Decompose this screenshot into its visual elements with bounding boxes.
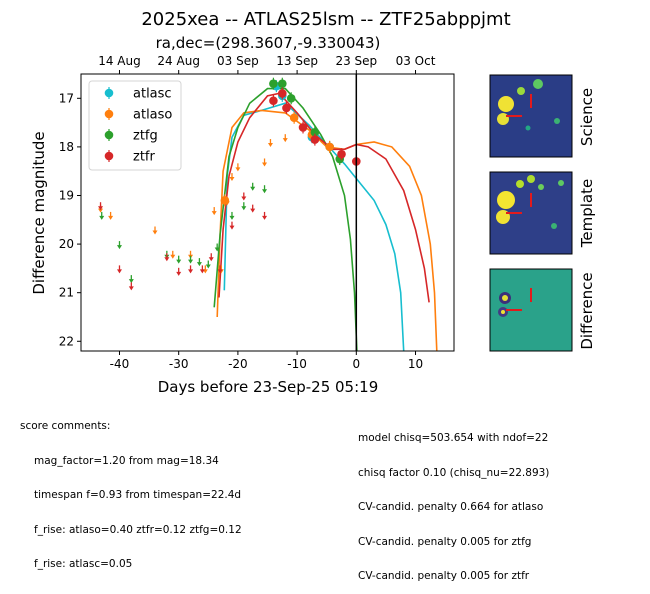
upper-limit-ztfr bbox=[188, 265, 193, 273]
upper-limit-atlaso bbox=[283, 134, 288, 142]
stamp-label-difference: Difference bbox=[578, 272, 596, 349]
upper-limit-ztfg bbox=[229, 212, 234, 220]
legend-marker-atlaso bbox=[105, 110, 114, 119]
legend-label-ztfg: ztfg bbox=[133, 129, 158, 144]
data-point-atlaso bbox=[325, 143, 334, 152]
data-point-ztfg bbox=[278, 79, 287, 88]
upper-limit-ztfr bbox=[117, 265, 122, 273]
top-tick-label: 23 Sep bbox=[335, 54, 377, 68]
upper-limit-ztfg bbox=[241, 202, 246, 210]
upper-limit-ztfr bbox=[164, 253, 169, 261]
legend: atlasc atlaso ztfg ztfr bbox=[89, 81, 181, 170]
legend-marker-atlasc bbox=[105, 89, 114, 98]
upper-limit-atlaso bbox=[268, 139, 273, 147]
upper-limit-ztfg bbox=[176, 256, 181, 264]
data-point-ztfr bbox=[337, 150, 346, 159]
y-tick-label: 20 bbox=[59, 237, 74, 251]
y-tick-label: 18 bbox=[59, 140, 74, 154]
upper-limit-ztfg bbox=[197, 258, 202, 266]
upper-limit-atlaso bbox=[170, 251, 175, 259]
data-point-atlaso bbox=[221, 196, 230, 205]
legend-marker-ztfg bbox=[105, 131, 114, 140]
comment-line: chisq factor 0.10 (chisq_nu=22.893) bbox=[358, 468, 549, 480]
y-tick-label: 19 bbox=[59, 188, 74, 202]
top-tick-label: 24 Aug bbox=[157, 54, 200, 68]
upper-limit-ztfg bbox=[117, 241, 122, 249]
data-point-ztfr bbox=[299, 123, 308, 132]
y-tick-label: 22 bbox=[59, 334, 74, 348]
top-axis-label: ra,dec=(298.3607,-9.330043) bbox=[156, 34, 381, 52]
upper-limit-atlaso bbox=[108, 212, 113, 220]
x-tick-label: -40 bbox=[110, 357, 130, 371]
comment-line: f_rise: atlaso=0.40 ztfr=0.12 ztfg=0.12 bbox=[20, 525, 242, 537]
x-tick-label: -20 bbox=[228, 357, 248, 371]
data-point-ztfr bbox=[269, 96, 278, 105]
data-point-ztfg bbox=[269, 79, 278, 88]
upper-limit-ztfr bbox=[129, 282, 134, 290]
stamp-label-science: Science bbox=[578, 88, 596, 146]
y-tick-label: 17 bbox=[59, 91, 74, 105]
science-stamp bbox=[490, 75, 572, 157]
data-point-ztfr bbox=[282, 104, 291, 113]
legend-label-atlasc: atlasc bbox=[133, 87, 172, 102]
upper-limit-ztfg bbox=[188, 256, 193, 264]
data-point-ztfg bbox=[287, 94, 296, 103]
legend-label-ztfr: ztfr bbox=[133, 150, 155, 165]
comment-line: f_rise: atlasc=0.05 bbox=[20, 559, 242, 571]
x-tick-label: 0 bbox=[352, 357, 360, 371]
upper-limit-ztfr bbox=[241, 192, 246, 200]
comment-line: CV-candid. penalty 0.664 for atlaso bbox=[358, 502, 549, 514]
difference-stamp bbox=[490, 269, 572, 351]
upper-limit-atlaso bbox=[235, 163, 240, 171]
upper-limit-ztfr bbox=[176, 268, 181, 276]
model-comments: model chisq=503.654 with ndof=22 chisq f… bbox=[358, 410, 549, 594]
top-tick-label: 13 Sep bbox=[276, 54, 318, 68]
upper-limit-atlaso bbox=[153, 227, 158, 235]
upper-limit-ztfr bbox=[250, 205, 255, 213]
top-tick-label: 03 Sep bbox=[217, 54, 259, 68]
upper-limit-ztfg bbox=[129, 275, 134, 283]
comment-line: CV-candid. penalty 0.005 for ztfr bbox=[358, 571, 549, 583]
upper-limit-atlaso bbox=[212, 207, 217, 215]
template-stamp bbox=[490, 172, 572, 254]
comment-line: model chisq=503.654 with ndof=22 bbox=[358, 433, 549, 445]
x-axis-label: Days before 23-Sep-25 05:19 bbox=[158, 378, 379, 396]
comment-line: CV-candid. penalty 0.005 for ztfg bbox=[358, 537, 549, 549]
stamp-label-template: Template bbox=[578, 179, 596, 248]
upper-limit-ztfr bbox=[229, 222, 234, 230]
model-curve-ztfg bbox=[214, 89, 357, 351]
upper-limit-ztfg bbox=[250, 183, 255, 191]
figure-title: 2025xea -- ATLAS25lsm -- ZTF25abppjmt bbox=[141, 9, 510, 30]
score-comments: score comments: mag_factor=1.20 from mag… bbox=[20, 398, 242, 582]
y-tick-label: 21 bbox=[59, 286, 74, 300]
y-axis-label: Difference magnitude bbox=[30, 131, 48, 294]
upper-limit-ztfr bbox=[209, 253, 214, 261]
upper-limit-atlaso bbox=[262, 158, 267, 166]
top-tick-label: 03 Oct bbox=[396, 54, 436, 68]
top-tick-label: 14 Aug bbox=[98, 54, 141, 68]
upper-limit-ztfr bbox=[200, 265, 205, 273]
x-tick-label: -30 bbox=[169, 357, 189, 371]
data-point-ztfr bbox=[278, 89, 287, 98]
upper-limit-ztfg bbox=[99, 212, 104, 220]
upper-limit-ztfr bbox=[262, 212, 267, 220]
legend-marker-ztfr bbox=[105, 152, 114, 161]
x-tick-label: -10 bbox=[287, 357, 307, 371]
upper-limit-ztfg bbox=[206, 261, 211, 269]
upper-limit-ztfg bbox=[262, 185, 267, 193]
comment-line: mag_factor=1.20 from mag=18.34 bbox=[20, 456, 242, 468]
legend-label-atlaso: atlaso bbox=[133, 108, 172, 123]
data-point-atlaso bbox=[290, 113, 299, 122]
data-point-ztfr bbox=[311, 135, 320, 144]
comment-line: score comments: bbox=[20, 421, 242, 433]
x-tick-label: 10 bbox=[408, 357, 423, 371]
